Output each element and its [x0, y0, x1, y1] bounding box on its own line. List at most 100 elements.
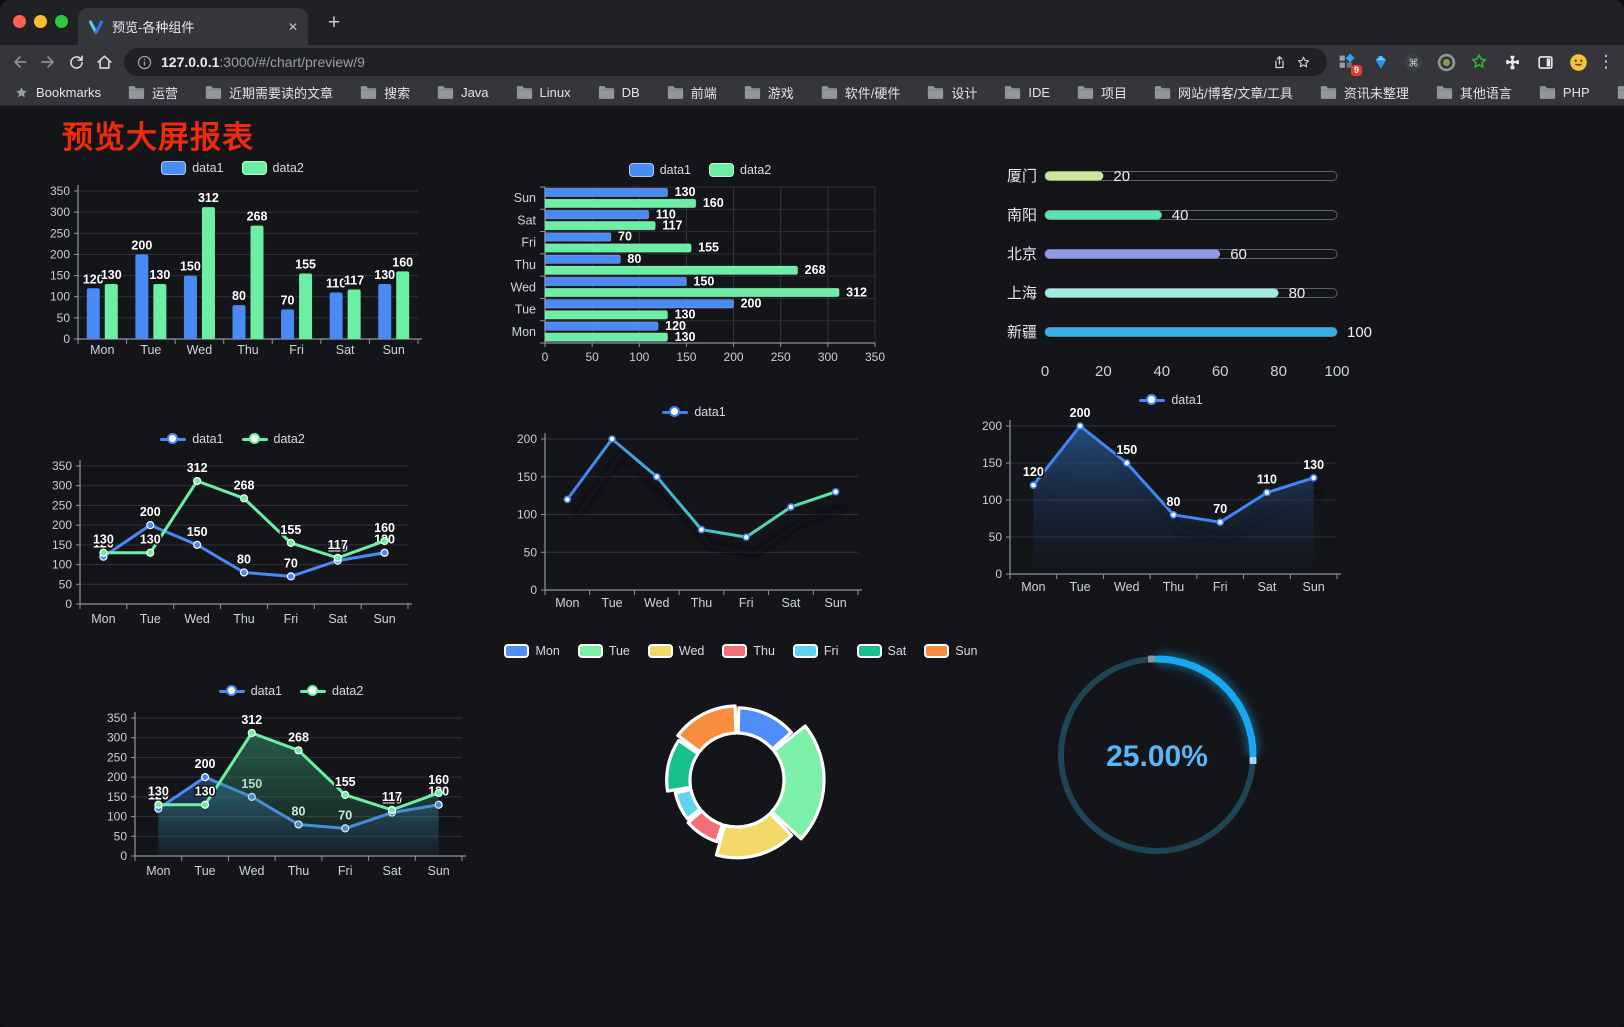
chart-rose-pie[interactable]: Mon Tue Wed Thu Fri Sat Sun [504, 634, 978, 886]
chart-area-two-series[interactable]: data1 data2 0 50 100 150 200 250 300 350 Mon Tue Wed… [95, 676, 487, 888]
browser-tab[interactable]: 预览-各种组件 ✕ [78, 8, 308, 45]
command-circle-extension-icon[interactable]: ⌘ [1401, 50, 1425, 74]
back-button[interactable] [6, 48, 34, 76]
legend-swatch [1139, 394, 1166, 406]
svg-text:Sat: Sat [1258, 580, 1277, 594]
legend-item-data2[interactable]: data2 [241, 432, 305, 446]
site-info-icon[interactable] [136, 54, 153, 71]
legend-item-Mon[interactable]: Mon [504, 644, 560, 658]
home-button[interactable] [90, 48, 118, 76]
svg-text:50: 50 [114, 829, 128, 843]
grid-blocker-extension-icon[interactable]: 9 [1335, 50, 1362, 76]
legend-item-data1[interactable]: data1 [662, 405, 726, 419]
close-window-button[interactable] [13, 15, 26, 28]
zoom-window-button[interactable] [55, 15, 68, 28]
svg-text:150: 150 [517, 470, 537, 484]
bookmark-folder[interactable]: 软件/硬件 [821, 83, 900, 102]
legend-item-data1[interactable]: data1 [628, 163, 691, 177]
bookmark-folder[interactable]: DB [598, 85, 640, 100]
legend-item-data1[interactable]: data1 [161, 161, 224, 175]
legend-item-data2[interactable]: data2 [300, 684, 363, 698]
svg-text:Thu: Thu [233, 612, 255, 626]
bookmark-folder[interactable]: 其他语言 [1436, 83, 1512, 102]
bookmark-folder[interactable]: 游戏 [744, 83, 794, 102]
puzzle-extension-icon[interactable] [1500, 50, 1524, 74]
svg-text:200: 200 [107, 770, 127, 784]
address-bar[interactable]: 127.0.0.1:3000/#/chart/preview/9 [124, 48, 1327, 76]
forward-button[interactable] [34, 48, 62, 76]
chart-bar-grouped-vertical[interactable]: data1 data2 0 50 100 150 200 250 300 350 Mon Tue Wed… [40, 151, 425, 366]
bookmark-folder[interactable]: 前端 [667, 83, 717, 102]
legend-swatch [241, 161, 267, 175]
new-tab-button[interactable]: + [327, 11, 341, 34]
svg-text:60: 60 [1230, 246, 1247, 263]
legend-item-Sun[interactable]: Sun [924, 644, 978, 658]
legend-item-Thu[interactable]: Thu [722, 644, 775, 658]
bookmark-folder[interactable]: IDE [1004, 85, 1050, 100]
bookmark-folder[interactable]: Linux [516, 85, 571, 100]
svg-text:130: 130 [195, 785, 216, 799]
bookmark-folder[interactable]: 搜索 [360, 83, 410, 102]
window-controls [13, 15, 68, 28]
chart-progress-ring[interactable]: 25.00% [1040, 634, 1280, 881]
reload-button[interactable] [62, 48, 90, 76]
svg-text:268: 268 [805, 263, 826, 277]
chart-canvas: 0 50 100 150 200 250 300 350 Mon Tue Wed Thu Fri Sat S… [107, 711, 466, 878]
svg-text:50: 50 [585, 350, 599, 364]
bookmark-folder[interactable]: Java [437, 85, 489, 100]
tab-close-icon[interactable]: ✕ [287, 19, 298, 34]
chart-bar-grouped-horizontal[interactable]: data1 data2 0 50 100 150 200 250 300 350 Mon 120 130… [500, 151, 900, 366]
bookmark-folder[interactable]: 设计 [927, 83, 977, 102]
bookmark-folder[interactable]: 网站/博客/文章/工具 [1154, 83, 1293, 102]
bookmark-star-icon[interactable] [1291, 48, 1315, 76]
svg-text:300: 300 [52, 479, 72, 493]
minimize-window-button[interactable] [34, 15, 47, 28]
gem-extension-icon[interactable] [1368, 50, 1392, 74]
split-screen-extension-icon[interactable] [1533, 50, 1557, 74]
record-circle-extension-icon[interactable] [1434, 50, 1458, 74]
legend-swatch [792, 644, 818, 658]
svg-text:100: 100 [629, 350, 649, 364]
legend-item-data2[interactable]: data2 [709, 163, 771, 177]
svg-text:70: 70 [1213, 502, 1227, 516]
bookmark-folder[interactable]: 运营 [128, 83, 178, 102]
browser-menu-icon[interactable]: ⋮ [1597, 52, 1615, 71]
legend-item-Tue[interactable]: Tue [577, 644, 630, 658]
chart-city-progress-bars[interactable]: 厦门 20 南阳 40 北京 60 上海 80 新疆 100 0 20 40 60 80 100 [985, 154, 1385, 386]
svg-text:100: 100 [517, 508, 537, 522]
chart-line-gradient[interactable]: data1 0 50 100 150 200 Mon Tue Wed Thu Fri Sat Sun [498, 399, 890, 611]
chart-canvas [665, 704, 826, 860]
svg-text:200: 200 [52, 518, 72, 532]
legend-item-Wed[interactable]: Wed [647, 644, 704, 658]
share-icon[interactable] [1267, 48, 1291, 76]
emoji-extension-icon[interactable] [1566, 50, 1590, 74]
extension-badge: 9 [1350, 65, 1362, 76]
chart-area-single[interactable]: data1 0 50 100 150 200 Mon Tue Wed Thu Fri Sat Sun 12… [975, 389, 1367, 599]
legend-item-data1[interactable]: data1 [218, 684, 282, 698]
chart-line-two-series[interactable]: data1 data2 0 50 100 150 200 250 300 350 Mon Tue Wed… [40, 424, 425, 636]
legend-item-data2[interactable]: data2 [241, 161, 304, 175]
legend-item-Fri[interactable]: Fri [792, 644, 839, 658]
legend-swatch [856, 644, 882, 658]
svg-text:Fri: Fri [284, 612, 299, 626]
svg-text:130: 130 [374, 268, 395, 282]
bookmark-folder[interactable]: 资讯未整理 [1320, 83, 1409, 102]
svg-text:200: 200 [195, 757, 216, 771]
svg-text:100: 100 [982, 493, 1002, 507]
legend-item-data1[interactable]: data1 [160, 432, 224, 446]
svg-text:Fri: Fri [338, 864, 353, 878]
legend-item-data1[interactable]: data1 [1139, 393, 1203, 407]
svg-text:Sun: Sun [373, 612, 395, 626]
chart-canvas: 0 50 100 150 200 Mon Tue Wed Thu Fri Sat Sun [517, 432, 862, 610]
bookmark-folder[interactable]: 项目 [1077, 83, 1127, 102]
svg-text:160: 160 [392, 255, 413, 269]
bookmark-folder[interactable]: PHP [1539, 85, 1590, 100]
green-star-extension-icon[interactable] [1467, 50, 1491, 74]
bookmark-folder[interactable]: 文件服务器 [1617, 83, 1624, 102]
svg-text:Sat: Sat [328, 612, 347, 626]
legend-item-Sat[interactable]: Sat [856, 644, 906, 658]
bookmark-folder[interactable]: 近期需要读的文章 [205, 83, 333, 102]
bookmarks-manager-item[interactable]: Bookmarks [14, 85, 101, 100]
svg-text:70: 70 [281, 293, 295, 307]
svg-text:200: 200 [1070, 406, 1091, 420]
